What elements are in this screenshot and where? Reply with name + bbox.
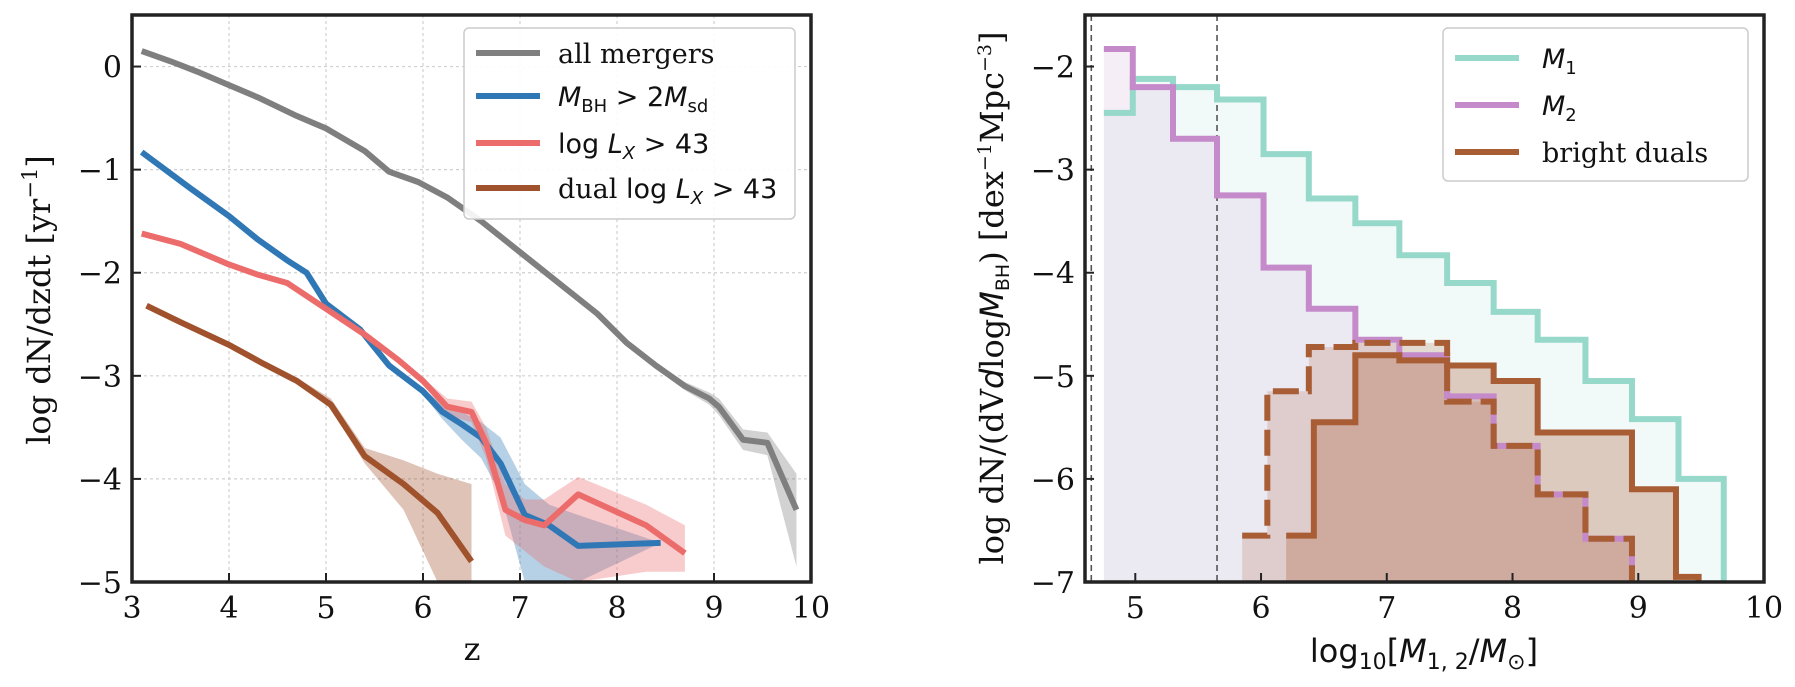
left-legend-box bbox=[463, 27, 796, 220]
left-chart: 3 4 5 6 7 8 9 10 0 −1 −2 −3 −4 −5 all mergers MBH > 2… bbox=[18, 13, 830, 668]
right-chart: 5 6 7 8 9 10 −2 −3 −4 −5 −6 −7 M1 M2 bright duals l… bbox=[973, 13, 1783, 675]
right-xtick-label-7: 7 bbox=[1377, 591, 1396, 626]
left-ytick-label--4: −4 bbox=[78, 463, 122, 498]
right-ytick-label--3: −3 bbox=[1031, 154, 1075, 189]
right-legend-box bbox=[1442, 27, 1749, 182]
line-all-mergers bbox=[140, 48, 800, 512]
step-m1 bbox=[1103, 75, 1727, 582]
left-xtick-label-6: 6 bbox=[413, 591, 432, 626]
right-xtick-label-8: 8 bbox=[1503, 591, 1522, 626]
left-x-axis-label: z bbox=[464, 630, 481, 668]
left-ytick-label--3: −3 bbox=[78, 360, 122, 395]
right-plot-frame bbox=[1083, 13, 1766, 584]
right-tick-labels: 5 6 7 8 9 10 −2 −3 −4 −5 −6 −7 bbox=[1031, 51, 1783, 626]
left-ytick-label-0: 0 bbox=[103, 51, 122, 86]
left-xtick-label-4: 4 bbox=[219, 591, 238, 626]
left-xtick-label-9: 9 bbox=[704, 591, 723, 626]
line-dual-log-l-x-43 bbox=[145, 303, 474, 564]
right-xtick-label-5: 5 bbox=[1126, 591, 1145, 626]
legend-label-dual: dual log LX > 43 bbox=[558, 174, 777, 209]
fill-m1 bbox=[1103, 78, 1724, 582]
right-ytick-label--5: −5 bbox=[1031, 360, 1075, 395]
right-lines bbox=[1103, 46, 1727, 582]
legend-label-all-mergers: all mergers bbox=[558, 39, 714, 70]
right-xtick-label-10: 10 bbox=[1745, 591, 1783, 626]
legend-label-bright-duals: bright duals bbox=[1542, 138, 1708, 169]
band-log-l-x-43 bbox=[141, 233, 685, 582]
left-xtick-label-8: 8 bbox=[607, 591, 626, 626]
right-ytick-label--6: −6 bbox=[1031, 463, 1075, 498]
right-vlines bbox=[1090, 15, 1218, 582]
fill-bright-duals-m2 bbox=[1242, 342, 1632, 582]
left-tick-labels: 3 4 5 6 7 8 9 10 0 −1 −2 −3 −4 −5 bbox=[78, 51, 830, 626]
left-xtick-label-7: 7 bbox=[510, 591, 529, 626]
left-legend: all mergers MBH > 2Msd log LX > 43 dual … bbox=[463, 27, 796, 220]
right-ytick-label--2: −2 bbox=[1031, 51, 1075, 86]
right-xtick-label-6: 6 bbox=[1251, 591, 1270, 626]
left-ytick-label--5: −5 bbox=[78, 566, 122, 601]
band-dual-log-l-x-43 bbox=[146, 305, 472, 582]
legend-label-lx: log LX > 43 bbox=[558, 129, 709, 164]
band-m-bh-2m-sd bbox=[141, 152, 661, 583]
line-log-l-x-43 bbox=[140, 230, 687, 556]
left-plot-frame bbox=[130, 13, 813, 584]
left-lines bbox=[139, 48, 800, 564]
step-bright-duals-m2 bbox=[1242, 339, 1635, 582]
left-xtick-label-5: 5 bbox=[316, 591, 335, 626]
left-xtick-label-10: 10 bbox=[792, 591, 830, 626]
right-legend: M1 M2 bright duals bbox=[1442, 27, 1749, 182]
left-xtick-label-3: 3 bbox=[122, 591, 141, 626]
legend-label-mbh: MBH > 2Msd bbox=[558, 82, 708, 117]
right-xtick-label-9: 9 bbox=[1629, 591, 1648, 626]
left-ytick-label--2: −2 bbox=[78, 257, 122, 292]
right-y-axis-label: log dN/(dVdlogMBH) [dex−1Mpc−3] bbox=[973, 31, 1014, 564]
left-bands bbox=[141, 51, 797, 583]
left-ytick-label--1: −1 bbox=[78, 154, 122, 189]
right-ytick-label--4: −4 bbox=[1031, 257, 1075, 292]
fill-bright-duals-m1 bbox=[1286, 355, 1699, 582]
step-bright-duals-m1 bbox=[1286, 352, 1702, 582]
right-ytick-label--7: −7 bbox=[1031, 566, 1075, 601]
left-y-axis-label: log dN/dzdt [yr−1] bbox=[18, 155, 58, 445]
right-x-axis-label: log10[M1, 2/M⊙] bbox=[1310, 632, 1538, 675]
line-m-bh-2m-sd bbox=[139, 149, 661, 549]
